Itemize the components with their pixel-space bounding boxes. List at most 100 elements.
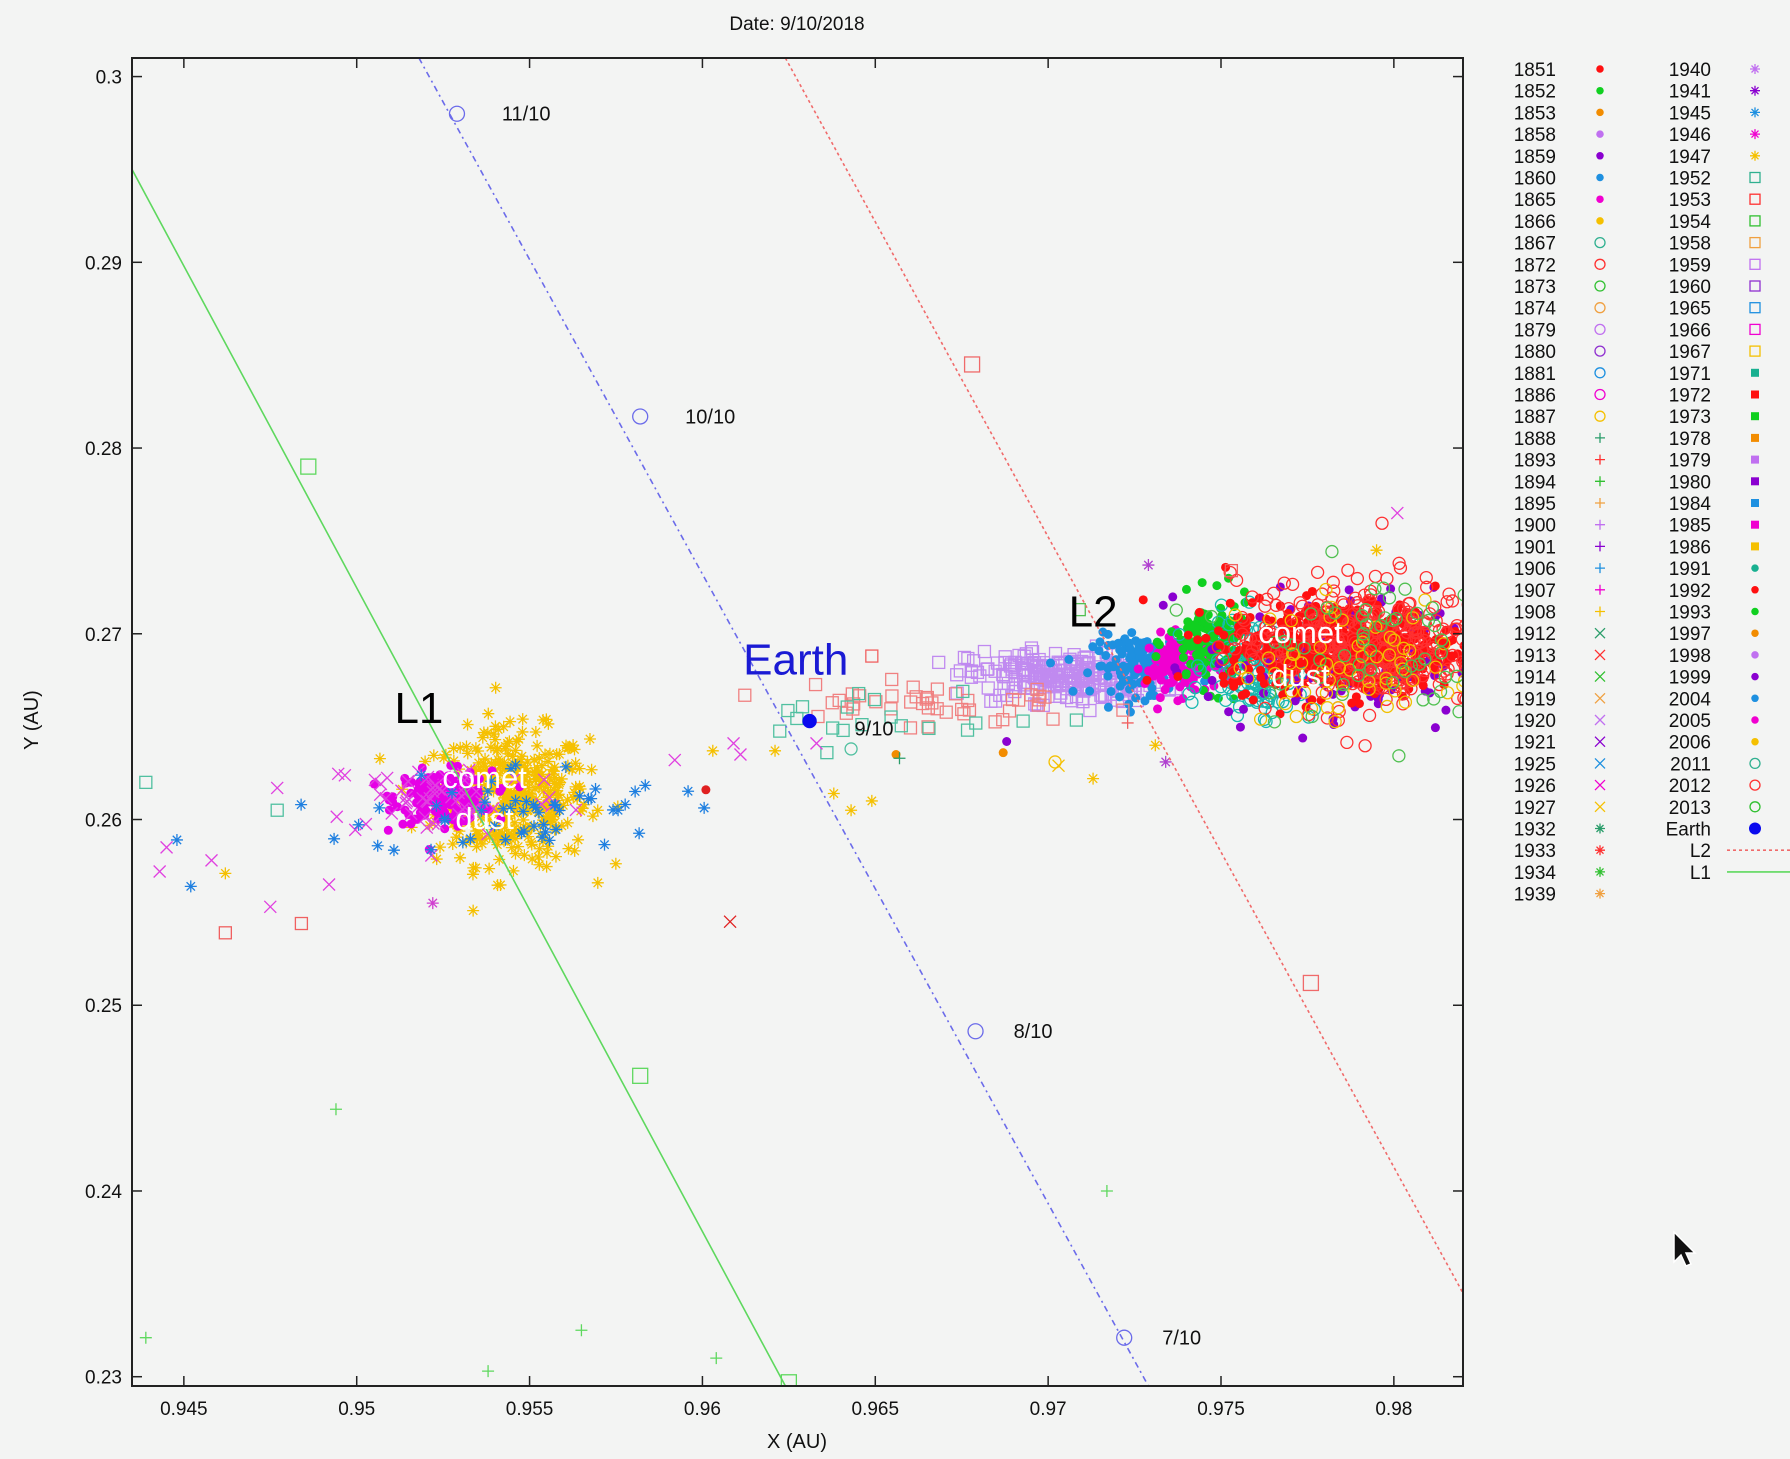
l1-path-marker — [632, 1067, 649, 1084]
legend-entry: 1853 — [1514, 103, 1604, 124]
legend-symbol — [1750, 85, 1760, 96]
dust-point — [984, 694, 998, 708]
chart-annotation: comet — [442, 760, 527, 795]
dust-point — [517, 805, 530, 818]
dust-point — [576, 802, 589, 815]
legend-label: 1906 — [1514, 559, 1556, 580]
dust-point — [1478, 620, 1487, 629]
dust-point — [512, 733, 525, 746]
dust-point — [440, 824, 450, 834]
dust-point — [1028, 663, 1043, 678]
dust-point — [481, 726, 494, 739]
legend-entry: 1932 — [1514, 820, 1605, 841]
dust-point — [563, 762, 576, 775]
legend-label: 1908 — [1514, 603, 1556, 624]
dust-point — [518, 774, 531, 787]
dust-point — [1008, 655, 1022, 669]
legend-entry: 1925 — [1514, 754, 1606, 775]
dust-point — [607, 803, 620, 816]
dust-point — [589, 783, 602, 796]
legend-entry: 1872 — [1514, 255, 1606, 276]
l2-path-marker — [963, 356, 981, 373]
dust-point — [1125, 644, 1135, 654]
dust-point — [1219, 693, 1233, 707]
dust-point — [960, 723, 975, 737]
dust-point — [827, 787, 840, 800]
legend-entry: 1920 — [1514, 711, 1606, 732]
legend-entry: 1880 — [1514, 342, 1606, 363]
dust-point — [981, 681, 995, 695]
dust-point — [567, 739, 580, 752]
dust-point — [489, 681, 502, 694]
dust-point — [453, 825, 466, 838]
dust-point — [1094, 646, 1104, 656]
dust-point — [497, 791, 510, 804]
dust-point — [495, 786, 505, 796]
legend-label: 1901 — [1514, 537, 1556, 558]
legend-label: 1895 — [1514, 494, 1556, 515]
dust-point — [953, 664, 968, 678]
legend-label: 1873 — [1514, 277, 1556, 298]
legend-symbol — [1594, 367, 1606, 379]
legend-label: 1932 — [1514, 820, 1556, 841]
dust-point — [1238, 704, 1248, 714]
legend-symbol — [1751, 412, 1759, 421]
x-tick-label: 0.98 — [1375, 1399, 1412, 1420]
dust-point — [550, 823, 563, 836]
dust-point — [1502, 694, 1514, 706]
dust-point — [810, 736, 823, 750]
legend-entry: 1960 — [1669, 277, 1761, 298]
chart-annotation: dust — [1271, 658, 1330, 693]
legend-symbol — [1751, 520, 1759, 529]
dust-point — [583, 732, 596, 745]
dust-point — [511, 788, 524, 801]
dust-point — [633, 827, 646, 840]
dust-point — [1241, 689, 1251, 699]
dust-point — [1190, 623, 1200, 633]
plot-frame — [131, 57, 1464, 1387]
dust-point — [496, 759, 509, 772]
legend-label: 1940 — [1669, 60, 1711, 81]
dust-point — [478, 782, 491, 795]
legend-entry: 1859 — [1514, 147, 1604, 168]
dust-point — [998, 748, 1008, 758]
legend-symbol — [1749, 258, 1761, 270]
dust-point — [469, 742, 482, 755]
dust-point — [528, 820, 541, 833]
dust-point — [493, 853, 506, 866]
dust-point — [528, 783, 541, 796]
legend-symbol — [1749, 801, 1761, 813]
legend-label: 1879 — [1514, 320, 1556, 341]
dust-point — [795, 700, 810, 714]
legend-label: 1945 — [1669, 103, 1711, 124]
dust-point — [526, 853, 539, 866]
dust-point — [504, 762, 517, 775]
dust-cluster — [295, 758, 711, 857]
dust-point — [534, 827, 547, 840]
dust-point — [507, 823, 520, 836]
dust-point — [478, 796, 491, 809]
dust-point — [1482, 660, 1491, 669]
x-tick-label: 0.95 — [338, 1399, 375, 1420]
legend-label: 1912 — [1514, 624, 1556, 645]
dust-point — [461, 718, 474, 731]
dust-point — [512, 840, 525, 853]
dust-point — [523, 775, 536, 788]
legend-symbol — [1595, 498, 1605, 508]
dust-point — [500, 797, 513, 810]
legend-symbol — [1749, 171, 1761, 184]
dust-point — [459, 816, 469, 826]
dust-point — [329, 1103, 342, 1116]
legend-label: 1966 — [1669, 320, 1711, 341]
legend-symbol — [1595, 584, 1605, 595]
legend-entry: 1873 — [1514, 277, 1606, 298]
dust-point — [1152, 637, 1162, 647]
dust-point — [1248, 695, 1258, 705]
dust-point — [509, 832, 522, 845]
dust-point — [481, 785, 494, 798]
dust-point — [1354, 699, 1364, 709]
dust-point — [1457, 588, 1463, 602]
dust-point — [219, 867, 232, 880]
dust-point — [1362, 708, 1377, 723]
legend-label: 1952 — [1669, 169, 1711, 190]
